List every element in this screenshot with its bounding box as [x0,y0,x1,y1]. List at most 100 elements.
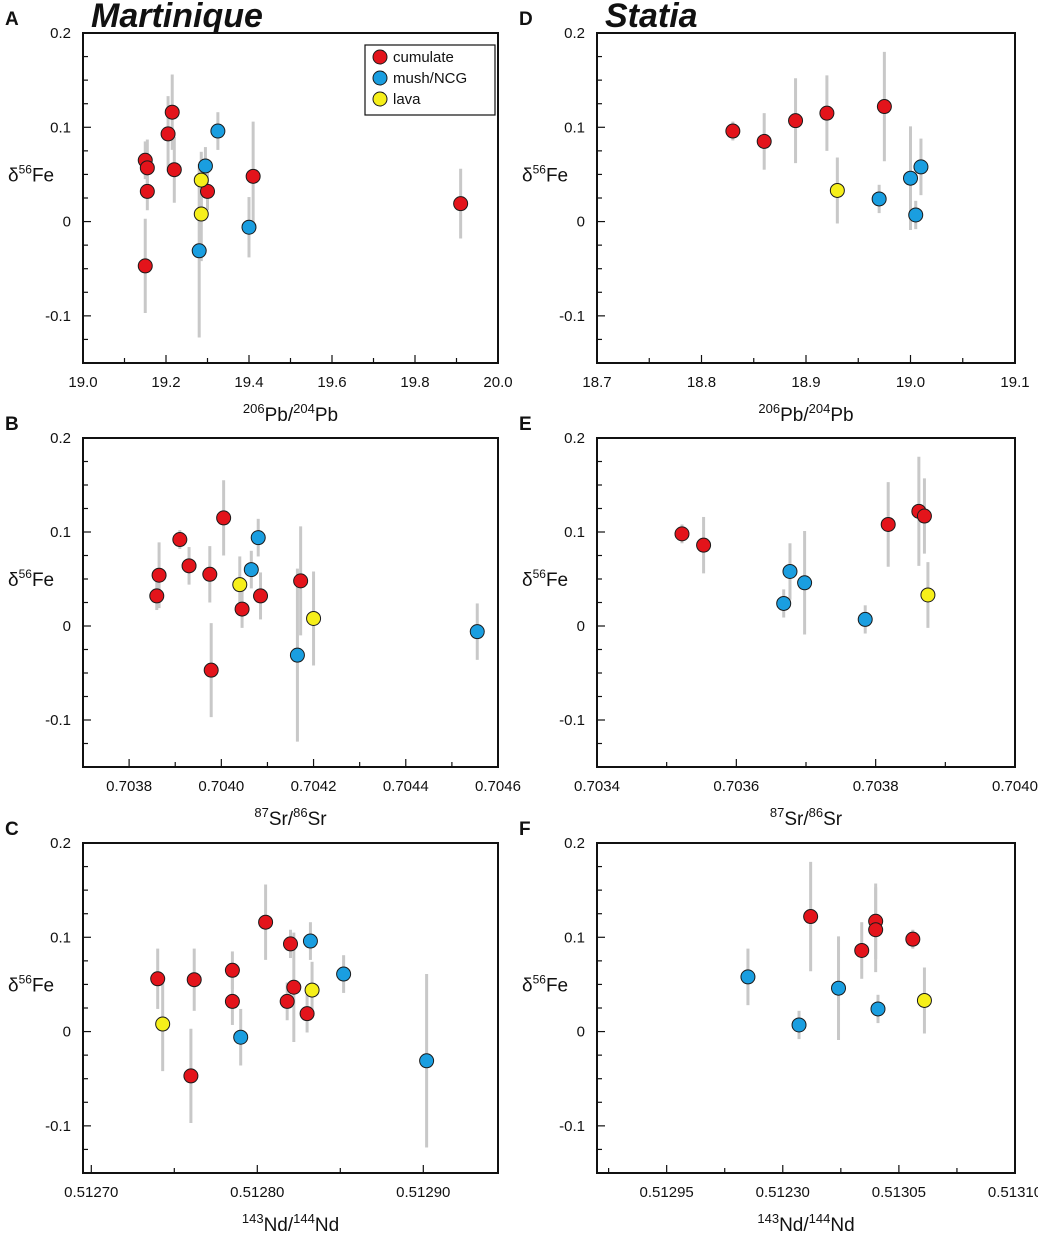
data-point-cumulate [203,662,219,678]
data-point-mush [250,530,266,546]
legend-marker-lava [372,91,388,107]
x-tick-label: 0.7034 [574,778,620,795]
data-point-lava [232,577,248,593]
data-point-cumulate [696,537,712,553]
y-axis-label: δ56Fe [8,567,54,591]
data-point-cumulate [202,566,218,582]
x-tick-label: 19.0 [68,374,97,391]
x-tick-label: 19.2 [151,374,180,391]
x-tick-label: 19.8 [400,374,429,391]
panel-letter: B [5,414,19,435]
y-tick-label: -0.1 [559,1118,585,1135]
y-tick-label: -0.1 [45,712,71,729]
y-tick-label: 0.2 [564,835,585,852]
x-tick-label: 0.51295 [640,1184,694,1201]
y-tick-label: 0.1 [50,524,71,541]
x-tick-label: 0.7038 [106,778,152,795]
data-point-cumulate [183,1068,199,1084]
y-tick-label: -0.1 [559,712,585,729]
data-point-cumulate [293,573,309,589]
data-point-mush [871,191,887,207]
y-axis-label: δ56Fe [8,162,54,186]
data-point-cumulate [453,196,469,212]
y-tick-label: 0.2 [564,25,585,42]
data-point-cumulate [283,936,298,952]
x-tick-label: 0.51230 [756,1184,810,1201]
data-point-lava [829,182,845,198]
data-point-mush [243,562,259,578]
data-point-mush [419,1053,435,1069]
panel-b: 0.2 0.1 0 -0.1 0.7038 0.7040 0.7042 0.7044 0.704… [5,414,521,830]
data-point-mush [191,243,207,259]
data-point-cumulate [172,532,188,548]
y-tick-label: 0 [577,1024,585,1041]
x-tick-label: 18.9 [791,374,820,391]
x-axis-label: 143Nd/144Nd [242,1211,339,1236]
data-point-mush [857,611,873,627]
panel-c: 0.2 0.1 0 -0.1 0.51270 0.51280 0.51290 δ56Fe 143… [5,819,499,1236]
data-point-cumulate [868,922,884,938]
data-point-mush [791,1017,807,1033]
plot-frame [596,842,1016,1174]
data-point-cumulate [905,931,921,947]
data-point-cumulate [253,588,269,604]
data-point-cumulate [725,123,741,139]
data-point-cumulate [166,162,182,178]
y-tick-label: 0 [63,214,71,231]
data-point-cumulate [200,183,215,199]
x-axis-label: 87Sr/86Sr [254,805,327,830]
x-tick-label: 0.51310 [988,1184,1038,1201]
y-tick-label: 0.2 [50,25,71,42]
y-tick-label: 0.1 [564,119,585,136]
data-point-cumulate [880,516,896,532]
data-point-cumulate [299,1006,315,1022]
data-point-mush [197,158,213,174]
data-point-mush [302,933,318,949]
x-tick-label: 0.7046 [475,778,521,795]
data-point-cumulate [160,126,176,142]
y-tick-label: 0.2 [50,835,71,852]
data-point-mush [831,980,847,996]
y-tick-label: 0.1 [564,929,585,946]
data-point-mush [870,1001,886,1017]
y-tick-label: 0 [63,1024,71,1041]
y-tick-label: 0.1 [50,119,71,136]
panel-a: 0.2 0.1 0 -0.1 19.0 19.2 19.4 19.6 19.8 20.0 δ56Fe… [5,0,513,426]
data-point-cumulate [279,993,295,1009]
x-tick-label: 0.7036 [713,778,759,795]
data-point-mush [903,170,918,186]
y-axis-label: δ56Fe [522,567,568,591]
y-axis-label: δ56Fe [8,972,54,996]
data-point-cumulate [186,972,202,988]
data-point-cumulate [854,942,870,958]
data-point-lava [304,982,320,998]
legend-label-lava: lava [393,91,421,108]
y-axis-label: δ56Fe [522,162,568,186]
panel-title: Statia [605,0,698,35]
data-point-lava [920,587,936,603]
y-tick-label: 0 [577,214,585,231]
legend-label-cumulate: cumulate [393,49,454,66]
data-point-cumulate [224,962,240,978]
x-tick-label: 0.51290 [396,1184,450,1201]
plot-frame [596,32,1016,364]
x-tick-label: 0.7038 [853,778,899,795]
data-point-lava [916,992,932,1008]
data-point-mush [776,595,792,611]
panel-title: Martinique [91,0,263,35]
y-tick-label: 0.2 [564,430,585,447]
x-axis-label: 206Pb/204Pb [243,401,338,426]
data-point-mush [241,219,257,235]
x-tick-label: 0.7040 [992,778,1038,795]
data-point-mush [469,624,485,640]
data-point-mush [289,647,305,663]
legend-marker-mush [372,70,388,86]
data-point-mush [913,159,929,175]
data-point-cumulate [139,183,155,199]
plot-frame [82,437,499,768]
data-point-cumulate [164,104,180,120]
panel-f: 0.2 0.1 0 -0.1 0.51295 0.51230 0.51305 0.51310 δ… [519,819,1038,1236]
data-point-lava [193,206,209,222]
data-point-cumulate [245,168,261,184]
